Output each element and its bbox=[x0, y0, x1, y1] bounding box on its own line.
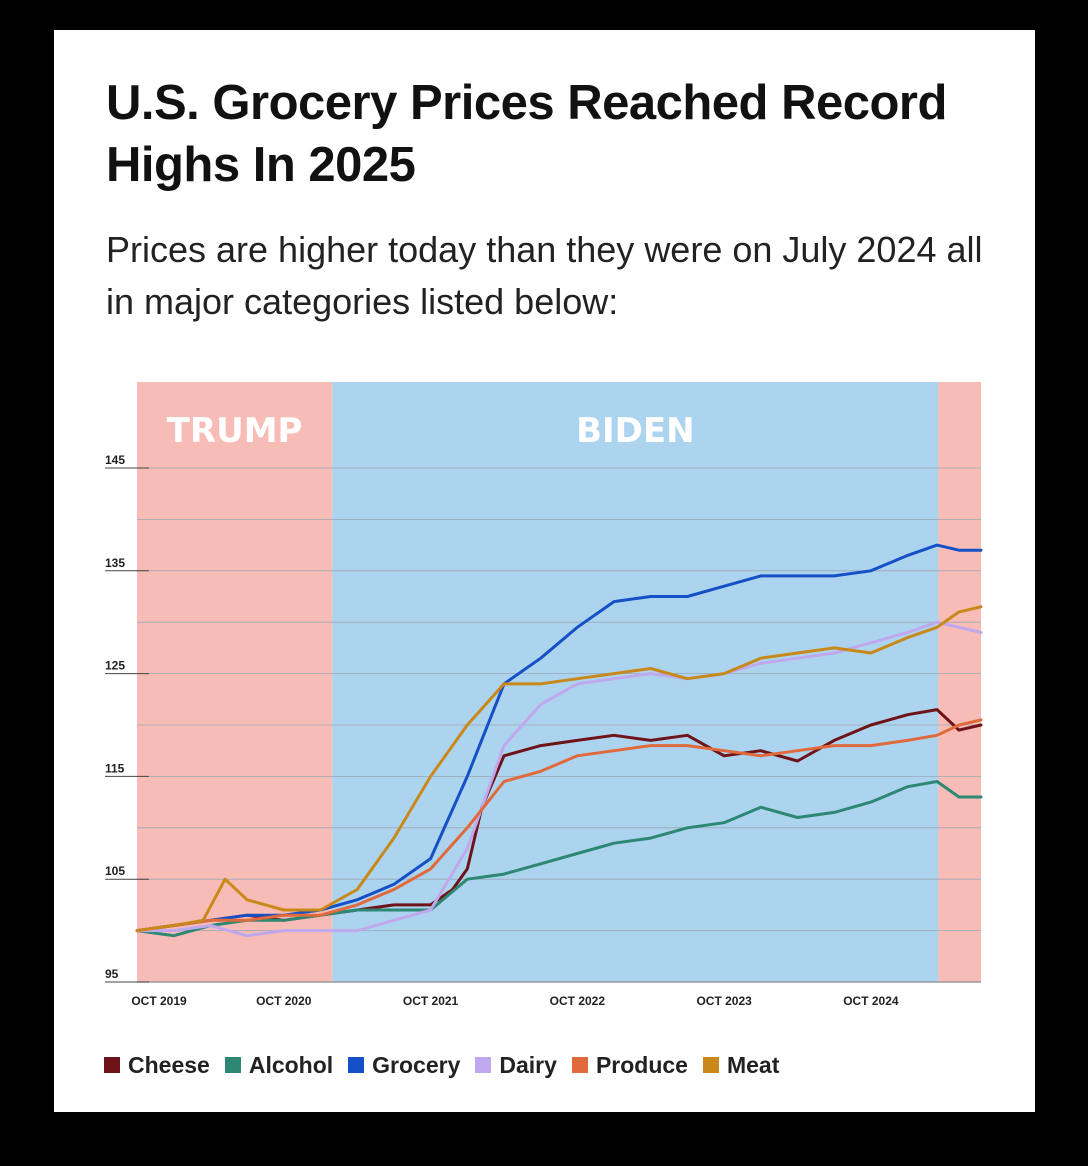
legend-item-cheese: Cheese bbox=[104, 1052, 210, 1079]
legend-swatch bbox=[104, 1057, 120, 1073]
legend-label: Alcohol bbox=[248, 1051, 334, 1078]
x-tick-label: OCT 2022 bbox=[550, 994, 606, 1008]
series-lines bbox=[135, 543, 983, 938]
legend-swatch bbox=[571, 1057, 588, 1073]
y-tick-label: 105 bbox=[105, 864, 125, 878]
series-line-produce bbox=[135, 718, 983, 933]
legend-swatch bbox=[348, 1057, 365, 1073]
chart-labels: TRUMP BIDEN 145 135 125 115 105 95 OCT 2019 OCT 2… bbox=[105, 411, 899, 1008]
era-bands bbox=[137, 382, 981, 982]
y-tick-label: 135 bbox=[105, 556, 125, 570]
legend-item-dairy: Dairy bbox=[475, 1052, 557, 1079]
legend: Cheese Alcohol Grocery Dairy Produce Meat bbox=[104, 1048, 794, 1082]
y-tick-label: 115 bbox=[105, 761, 125, 775]
page-title: U.S. Grocery Prices Reached Record Highs… bbox=[106, 76, 947, 192]
era-band-band-2 bbox=[938, 382, 981, 982]
legend-swatch bbox=[475, 1057, 492, 1073]
legend-item-produce: Produce bbox=[571, 1051, 688, 1079]
y-tick-label: 125 bbox=[105, 659, 125, 673]
legend-item-meat: Meat bbox=[702, 1051, 780, 1079]
page-subtitle: Prices are higher today than they were o… bbox=[106, 229, 983, 322]
series-line-meat bbox=[135, 605, 983, 933]
series-line-dairy bbox=[135, 620, 983, 938]
x-tick-label: OCT 2024 bbox=[843, 994, 899, 1008]
x-tick-label: OCT 2021 bbox=[403, 994, 459, 1008]
legend-label: Produce bbox=[595, 1051, 688, 1078]
legend-label: Grocery bbox=[372, 1051, 461, 1078]
legend-label: Dairy bbox=[499, 1051, 557, 1078]
grid-lines bbox=[137, 467, 981, 983]
x-tick-label: OCT 2019 bbox=[131, 994, 187, 1008]
series-line-alcohol bbox=[135, 780, 983, 938]
era-band-biden bbox=[332, 382, 939, 982]
legend-item-alcohol: Alcohol bbox=[224, 1051, 334, 1079]
y-tick-label: 95 bbox=[105, 967, 119, 981]
y-tick-label: 145 bbox=[105, 453, 125, 467]
era-band-trump bbox=[137, 382, 333, 982]
x-tick-label: OCT 2023 bbox=[696, 994, 752, 1008]
legend-label: Cheese bbox=[128, 1051, 210, 1078]
legend-item-grocery: Grocery bbox=[348, 1052, 460, 1079]
legend-label: Meat bbox=[726, 1051, 780, 1078]
x-tick-label: OCT 2020 bbox=[256, 994, 312, 1008]
legend-swatch bbox=[702, 1057, 719, 1073]
era-label-trump: TRUMP bbox=[167, 411, 303, 451]
legend-swatch bbox=[224, 1057, 241, 1073]
era-label-biden: BIDEN bbox=[576, 411, 694, 451]
